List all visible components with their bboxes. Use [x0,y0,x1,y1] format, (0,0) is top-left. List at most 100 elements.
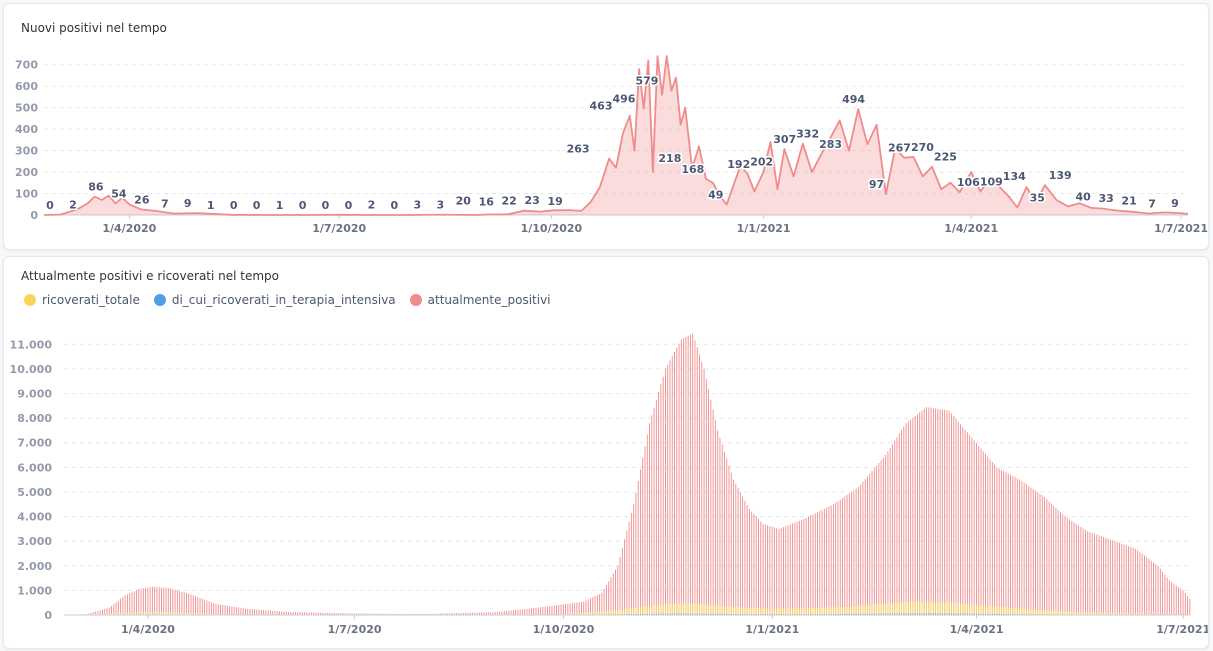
bar-attualmente_positivi [322,612,324,615]
bar-ricoverati_totale [739,607,741,615]
bar-ricoverati_totale [966,604,968,615]
bar-attualmente_positivi [494,612,496,615]
bar-ricoverati_totale [760,608,762,615]
bar-attualmente_positivi [776,528,778,615]
bar-attualmente_positivi [921,410,923,615]
bar-ricoverati_totale [862,605,864,615]
bar-attualmente_positivi [274,610,276,615]
bar-ricoverati_totale [111,613,112,615]
bar-ricoverati_totale [585,612,587,615]
bar-attualmente_positivi [821,509,823,615]
bar-ricoverati_totale [1019,608,1021,615]
bar-attualmente_positivi [531,608,532,615]
bar-ricoverati_totale [1148,613,1150,615]
bar-ricoverati_totale [95,613,97,615]
bar-di_cui_ricoverati_in_terapia_intensiva [683,613,685,615]
bar-attualmente_positivi [401,613,403,615]
bar-attualmente_positivi [213,603,215,615]
x-tick-label: 1/4/2020 [102,222,156,235]
bar-attualmente_positivi [240,607,242,615]
bar-attualmente_positivi [165,587,167,615]
bar-ricoverati_totale [832,607,834,615]
data-label: 109 [980,176,1003,189]
bar-ricoverati_totale [951,602,952,615]
bar-attualmente_positivi [385,613,387,615]
bar-attualmente_positivi [778,528,780,615]
bar-attualmente_positivi [1060,512,1061,615]
bar-ricoverati_totale [1025,608,1027,615]
bar-attualmente_positivi [233,606,235,615]
bar-di_cui_ricoverati_in_terapia_intensiva [919,613,921,615]
bar-attualmente_positivi [844,496,846,615]
bar-di_cui_ricoverati_in_terapia_intensiva [894,613,896,615]
bar-attualmente_positivi [1153,562,1154,615]
bar-attualmente_positivi [1130,546,1132,615]
data-label: 20 [456,195,472,208]
bar-attualmente_positivi [353,613,355,615]
bar-attualmente_positivi [939,409,941,615]
legend-item-ricoverati-totale[interactable]: ricoverati_totale [24,293,140,307]
bar-attualmente_positivi [115,602,117,615]
legend-item-attualmente-positivi[interactable]: attualmente_positivi [409,293,551,307]
bar-ricoverati_totale [583,612,585,615]
bar-attualmente_positivi [167,587,169,615]
bar-attualmente_positivi [1137,550,1139,615]
bar-attualmente_positivi [467,612,469,615]
bar-attualmente_positivi [719,437,721,615]
data-label: 263 [567,143,590,156]
data-label: 0 [253,199,261,212]
bar-attualmente_positivi [996,467,998,615]
bar-ricoverati_totale [642,606,644,615]
bar-attualmente_positivi [437,613,439,615]
legend-item-terapia-intensiva[interactable]: di_cui_ricoverati_in_terapia_intensiva [153,293,396,307]
bar-attualmente_positivi [222,604,224,615]
bar-attualmente_positivi [172,589,174,615]
bar-attualmente_positivi [957,421,959,615]
bar-attualmente_positivi [685,336,687,615]
data-label: 3 [414,198,422,211]
data-label: 22 [502,194,517,207]
bar-attualmente_positivi [306,612,308,615]
bar-attualmente_positivi [1184,593,1186,615]
chart-attualmente-positivi[interactable]: 0 1.000 2.000 3.000 4.000 5.000 6.000 7.000 8.00… [4,257,1208,648]
bar-attualmente_positivi [358,613,360,615]
bar-attualmente_positivi [951,413,952,615]
data-label: 3 [436,198,444,211]
bar-ricoverati_totale [1139,613,1141,615]
bar-attualmente_positivi [953,416,955,615]
bar-ricoverati_totale [1141,613,1143,615]
bar-attualmente_positivi [170,588,171,615]
bar-attualmente_positivi [1014,477,1016,615]
bar-attualmente_positivi [1112,540,1114,615]
bar-attualmente_positivi [1050,503,1052,615]
bar-attualmente_positivi [1016,478,1018,615]
bar-attualmente_positivi [1107,538,1109,615]
bar-ricoverati_totale [873,604,875,615]
bar-ricoverati_totale [699,604,700,615]
bar-ricoverati_totale [1032,609,1034,615]
data-label: 26 [134,193,150,206]
bar-ricoverati_totale [165,612,167,615]
bar-attualmente_positivi [185,592,187,615]
bar-attualmente_positivi [226,605,228,615]
bar-attualmente_positivi [630,513,632,615]
bar-attualmente_positivi [930,407,932,615]
bar-ricoverati_totale [133,612,135,615]
bar-di_cui_ricoverati_in_terapia_intensiva [646,613,648,615]
bar-attualmente_positivi [1012,475,1014,615]
bar-attualmente_positivi [1032,489,1034,615]
bar-attualmente_positivi [880,460,882,615]
bar-attualmente_positivi [510,610,512,615]
bar-attualmente_positivi [1019,479,1021,615]
bar-attualmente_positivi [1180,588,1182,615]
bar-ricoverati_totale [976,604,977,615]
bar-attualmente_positivi [154,586,156,615]
y-tick-label: 300 [15,145,38,158]
bar-attualmente_positivi [231,606,233,615]
bar-attualmente_positivi [739,492,741,615]
bar-di_cui_ricoverati_in_terapia_intensiva [887,613,889,615]
bar-di_cui_ricoverati_in_terapia_intensiva [669,613,671,615]
bar-di_cui_ricoverati_in_terapia_intensiva [694,613,696,615]
bar-attualmente_positivi [835,502,837,615]
